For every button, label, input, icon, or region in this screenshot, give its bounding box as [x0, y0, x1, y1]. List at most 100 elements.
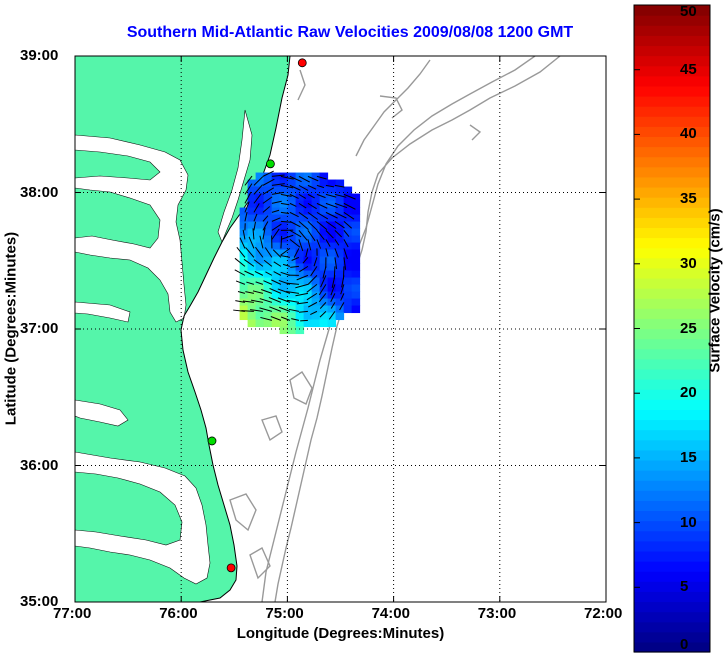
- velocity-cell: [343, 298, 353, 307]
- colorbar-label: Surface Velocity (cm/s): [706, 208, 724, 373]
- velocity-cell: [263, 291, 273, 300]
- colorbar-band: [634, 35, 710, 47]
- velocity-cell: [247, 221, 257, 230]
- velocity-cell: [287, 249, 297, 258]
- velocity-cell: [343, 305, 353, 314]
- velocity-arrow: [330, 302, 336, 309]
- velocity-arrow: [237, 291, 246, 294]
- velocity-cell: [279, 172, 289, 181]
- x-axis-label: Longitude (Degrees:Minutes): [236, 625, 445, 642]
- velocity-arrow: [277, 297, 291, 303]
- velocity-cell: [303, 207, 313, 216]
- velocity-cell: [351, 263, 361, 272]
- velocity-cell: [327, 200, 337, 209]
- velocity-arrow: [298, 220, 309, 230]
- velocity-arrow: [334, 239, 340, 246]
- velocity-arrow: [280, 193, 292, 197]
- velocity-cell: [271, 214, 281, 223]
- velocity-cell: [303, 305, 313, 314]
- velocity-arrow: [316, 211, 329, 220]
- figure-title: Southern Mid-Atlantic Raw Velocities 200…: [126, 24, 574, 41]
- velocity-arrow: [245, 247, 255, 258]
- velocity-arrow: [277, 288, 291, 294]
- velocity-arrow: [343, 211, 355, 220]
- velocity-arrow: [306, 292, 318, 301]
- velocity-arrow: [262, 206, 271, 213]
- velocity-cell: [287, 193, 297, 202]
- velocity-cell: [239, 291, 249, 300]
- velocity-arrow: [310, 266, 318, 277]
- x-tick-label: 77:00: [53, 605, 92, 622]
- velocity-cell: [295, 312, 305, 321]
- velocity-cell: [319, 263, 329, 272]
- colorbar-band: [634, 156, 710, 168]
- velocity-cell: [351, 207, 361, 216]
- velocity-arrow: [280, 175, 294, 180]
- velocity-cell: [311, 270, 321, 279]
- velocity-arrow: [331, 275, 336, 288]
- velocity-arrow: [298, 175, 310, 183]
- velocity-arrow: [236, 247, 246, 258]
- water-body: [217, 109, 253, 243]
- velocity-cell: [271, 291, 281, 300]
- velocity-arrow: [322, 266, 327, 279]
- velocity-cell: [263, 277, 273, 286]
- colorbar-band: [634, 500, 710, 512]
- colorbar-band: [634, 5, 710, 16]
- velocity-cell: [255, 172, 265, 181]
- velocity-arrow: [244, 183, 253, 195]
- colorbar-band: [634, 389, 710, 400]
- velocity-cell: [335, 242, 345, 251]
- velocity-arrow: [255, 281, 264, 285]
- velocity-cell: [255, 200, 265, 209]
- velocity-cell: [327, 235, 337, 244]
- velocity-cell: [319, 298, 329, 307]
- velocity-arrow: [343, 230, 350, 237]
- velocity-arrow: [316, 175, 327, 180]
- velocity-cell: [247, 263, 257, 272]
- velocity-arrow: [307, 275, 318, 285]
- velocity-arrow: [280, 202, 290, 206]
- velocity-arrow: [334, 184, 345, 188]
- velocity-cell: [311, 284, 321, 293]
- velocity-cell: [351, 256, 361, 265]
- velocity-cell: [255, 305, 265, 314]
- velocity-cell: [311, 179, 321, 188]
- colorbar-band: [634, 520, 710, 532]
- velocity-cell: [327, 207, 337, 216]
- velocity-cell: [343, 186, 353, 195]
- velocity-arrow: [271, 279, 282, 285]
- colorbar-band: [634, 571, 710, 582]
- velocity-arrow: [280, 211, 290, 214]
- velocity-cell: [303, 221, 313, 230]
- velocity-cell: [303, 270, 313, 279]
- velocity-cell: [271, 200, 281, 209]
- velocity-cell: [239, 263, 249, 272]
- velocity-arrow: [307, 193, 315, 199]
- velocity-cell: [351, 305, 361, 314]
- velocity-arrow: [334, 211, 347, 219]
- velocity-cell: [247, 291, 257, 300]
- velocity-cell: [303, 277, 313, 286]
- velocity-arrow: [295, 283, 309, 289]
- velocity-cell: [263, 214, 273, 223]
- velocity-arrow: [290, 265, 299, 268]
- colorbar-band: [634, 561, 710, 572]
- velocity-cell: [327, 263, 337, 272]
- velocity-cell: [287, 270, 297, 279]
- velocity-cell: [311, 193, 321, 202]
- velocity-arrow: [296, 274, 309, 281]
- velocity-arrow: [307, 175, 319, 182]
- velocity-cell: [311, 305, 321, 314]
- velocity-cell: [343, 200, 353, 209]
- velocity-arrow: [298, 193, 307, 199]
- velocity-arrow: [289, 175, 302, 183]
- velocity-arrow: [325, 211, 338, 219]
- colorbar-band: [634, 308, 710, 319]
- velocity-arrow: [280, 316, 291, 321]
- velocity-cell: [303, 179, 313, 188]
- velocity-cell: [303, 193, 313, 202]
- velocity-cell: [335, 214, 345, 223]
- colorbar-band: [634, 490, 710, 501]
